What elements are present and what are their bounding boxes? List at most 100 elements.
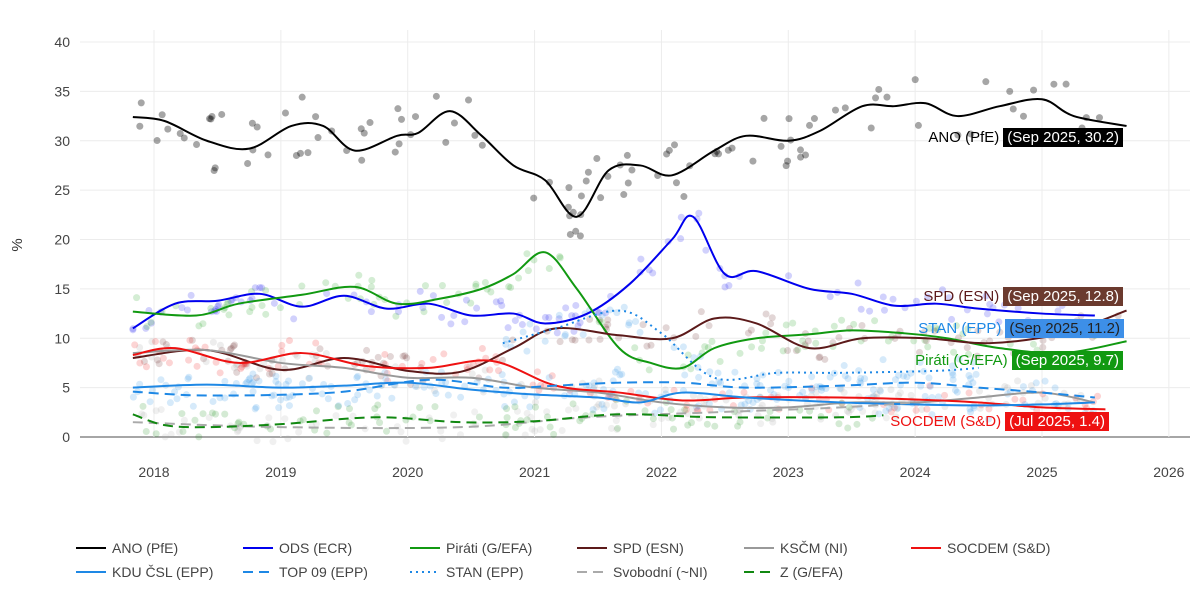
legend-item[interactable]: Svobodní (~NI) (577, 564, 744, 580)
poll-dot (394, 308, 402, 316)
poll-dot (216, 369, 224, 377)
poll-dot (403, 354, 411, 362)
poll-dot (251, 405, 259, 413)
poll-dot (658, 414, 666, 422)
poll-dot (883, 93, 891, 101)
poll-dot (714, 369, 722, 377)
poll-dot (353, 374, 361, 382)
poll-dot (982, 292, 990, 300)
poll-dot (139, 402, 147, 410)
poll-dot (143, 323, 151, 331)
legend-label: ANO (PfE) (112, 540, 179, 556)
poll-dot (248, 380, 256, 388)
poll-dot (345, 418, 353, 426)
poll-dot (741, 400, 749, 408)
poll-dot (221, 377, 229, 385)
poll-dot (252, 374, 260, 382)
poll-dot (912, 406, 920, 414)
poll-dot (667, 406, 675, 414)
poll-dot (636, 328, 644, 336)
poll-dot (284, 435, 292, 443)
poll-dot (148, 338, 156, 346)
poll-dot (152, 430, 160, 438)
poll-dot (632, 318, 640, 326)
legend-item[interactable]: Piráti (G/EFA) (410, 540, 577, 556)
poll-dot (367, 308, 375, 316)
legend-item[interactable]: ODS (ECR) (243, 540, 410, 556)
poll-dot (684, 410, 692, 418)
poll-dot (934, 393, 942, 401)
legend-item[interactable]: SOCDEM (S&D) (911, 540, 1078, 556)
poll-dot (838, 316, 846, 324)
poll-dot (178, 304, 186, 312)
poll-dot (757, 420, 765, 428)
legend-item[interactable]: STAN (EPP) (410, 564, 577, 580)
poll-dot (762, 310, 770, 318)
legend-label: STAN (EPP) (446, 564, 524, 580)
poll-dot (844, 375, 852, 383)
poll-dot (366, 119, 374, 127)
poll-dot (744, 329, 752, 337)
poll-dot (249, 388, 257, 396)
poll-dot (545, 374, 553, 382)
poll-dot (205, 413, 213, 421)
poll-dot (505, 283, 513, 291)
poll-dot (515, 274, 523, 282)
poll-dot (1041, 394, 1049, 402)
poll-dot (180, 134, 188, 142)
x-tick-label: 2021 (519, 464, 550, 480)
poll-dot (951, 386, 959, 394)
poll-dot (705, 400, 713, 408)
legend-label: Piráti (G/EFA) (446, 540, 533, 556)
poll-dot (318, 390, 326, 398)
end-label-stan: STAN (EPP) (Sep 2025, 11.2) (918, 319, 1124, 338)
poll-dot (224, 299, 232, 307)
poll-dot (871, 317, 879, 325)
poll-dot (523, 409, 531, 417)
poll-dot (269, 438, 277, 446)
poll-dot (316, 345, 324, 353)
legend-swatch (744, 571, 774, 573)
poll-dot (953, 388, 961, 396)
poll-dot (572, 301, 580, 309)
poll-dot (344, 399, 352, 407)
poll-dot (613, 426, 621, 434)
poll-dot (278, 347, 286, 355)
poll-dot (305, 374, 313, 382)
poll-dot (133, 294, 141, 302)
poll-dot (456, 431, 464, 439)
poll-dot (779, 347, 787, 355)
poll-dot (910, 337, 918, 345)
poll-dot (376, 419, 384, 427)
poll-dot (596, 335, 604, 343)
legend-item[interactable]: SPD (ESN) (577, 540, 744, 556)
legend: ANO (PfE) ODS (ECR) Piráti (G/EFA) SPD (ESN… (76, 536, 1078, 584)
poll-dot (402, 437, 410, 445)
legend-item[interactable]: TOP 09 (EPP) (243, 564, 410, 580)
poll-dot (246, 308, 254, 316)
poll-dot (643, 342, 651, 350)
poll-dot (497, 297, 505, 305)
poll-dot (639, 321, 647, 329)
legend-item[interactable]: KSČM (NI) (744, 540, 911, 556)
end-label-value: (Sep 2025, 30.2) (1003, 128, 1123, 147)
poll-dot (274, 380, 282, 388)
legend-item[interactable]: KDU ČSL (EPP) (76, 564, 243, 580)
poll-dot (518, 321, 526, 329)
poll-dot (1006, 87, 1014, 95)
poll-dot (530, 194, 538, 202)
poll-dot (595, 309, 603, 317)
poll-dot (1029, 340, 1037, 348)
poll-dot (725, 389, 733, 397)
end-label-pirati: Piráti (G/EFA) (Sep 2025, 9.7) (915, 351, 1123, 370)
poll-dot (813, 383, 821, 391)
poll-dot (511, 403, 519, 411)
poll-dot (866, 307, 874, 315)
poll-dot (371, 405, 379, 413)
poll-dot (717, 379, 725, 387)
poll-dot (231, 341, 239, 349)
legend-item[interactable]: ANO (PfE) (76, 540, 243, 556)
poll-dot (450, 312, 458, 320)
end-label-name: ANO (PfE) (928, 129, 1000, 146)
legend-item[interactable]: Z (G/EFA) (744, 564, 911, 580)
